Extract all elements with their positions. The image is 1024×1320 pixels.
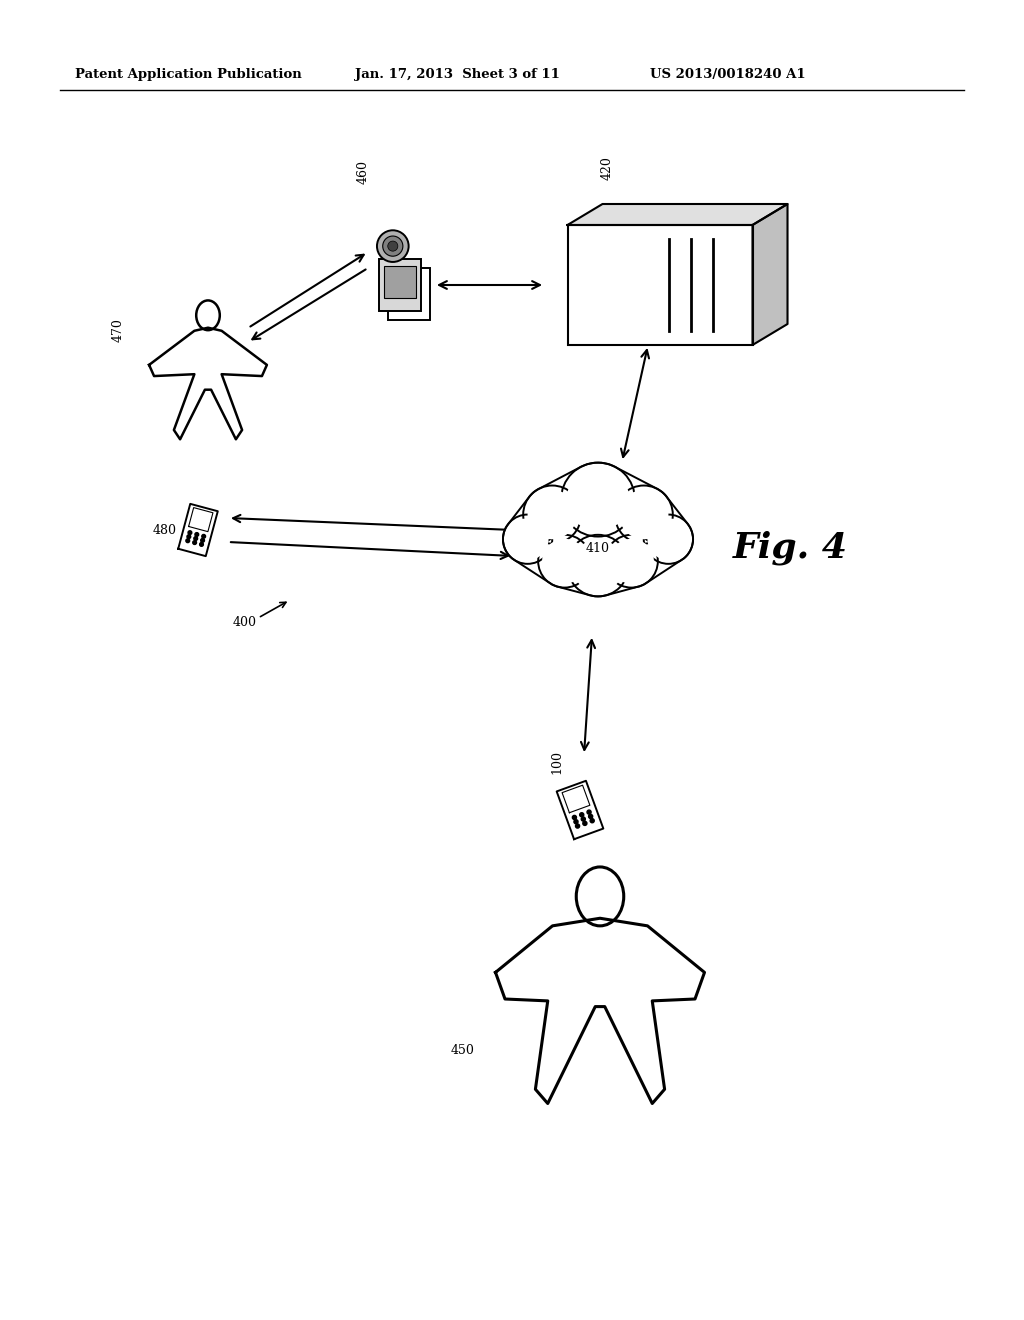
Bar xyxy=(388,268,429,319)
Circle shape xyxy=(388,242,398,251)
Circle shape xyxy=(194,537,198,540)
Circle shape xyxy=(573,820,578,824)
Text: 410: 410 xyxy=(586,541,610,554)
Circle shape xyxy=(589,814,593,818)
Circle shape xyxy=(193,541,197,544)
Circle shape xyxy=(580,813,584,817)
Polygon shape xyxy=(567,205,787,224)
Circle shape xyxy=(561,462,635,536)
Text: 450: 450 xyxy=(451,1044,475,1056)
Bar xyxy=(379,259,421,312)
Circle shape xyxy=(575,824,580,828)
Circle shape xyxy=(647,519,689,560)
Circle shape xyxy=(188,531,191,535)
Text: Patent Application Publication: Patent Application Publication xyxy=(75,69,302,81)
Bar xyxy=(567,224,753,345)
Circle shape xyxy=(583,821,587,825)
Text: Fig. 4: Fig. 4 xyxy=(732,531,848,565)
Circle shape xyxy=(590,818,594,822)
Circle shape xyxy=(566,469,630,531)
Circle shape xyxy=(614,486,673,544)
Circle shape xyxy=(605,535,657,587)
Text: 470: 470 xyxy=(112,318,125,342)
Circle shape xyxy=(527,490,577,540)
Circle shape xyxy=(567,535,629,597)
Polygon shape xyxy=(753,205,787,345)
Circle shape xyxy=(201,539,205,543)
Text: Jan. 17, 2013  Sheet 3 of 11: Jan. 17, 2013 Sheet 3 of 11 xyxy=(355,69,560,81)
Polygon shape xyxy=(503,462,693,597)
Circle shape xyxy=(542,539,587,583)
Circle shape xyxy=(571,540,625,591)
Circle shape xyxy=(609,539,654,583)
Circle shape xyxy=(572,816,577,820)
Circle shape xyxy=(383,236,402,256)
Circle shape xyxy=(200,543,204,546)
Circle shape xyxy=(186,539,189,543)
Bar xyxy=(384,265,417,298)
Circle shape xyxy=(503,515,552,564)
Text: 400: 400 xyxy=(233,615,257,628)
Circle shape xyxy=(507,519,549,560)
Circle shape xyxy=(523,486,582,544)
Text: 100: 100 xyxy=(551,750,563,774)
Circle shape xyxy=(202,535,206,539)
Circle shape xyxy=(644,515,693,564)
Circle shape xyxy=(620,490,669,540)
Text: 420: 420 xyxy=(600,156,613,180)
Circle shape xyxy=(187,535,190,539)
Circle shape xyxy=(377,230,409,261)
Circle shape xyxy=(582,817,586,821)
Circle shape xyxy=(539,535,591,587)
Circle shape xyxy=(195,532,199,536)
Circle shape xyxy=(587,810,591,814)
Text: 480: 480 xyxy=(153,524,177,536)
Text: US 2013/0018240 A1: US 2013/0018240 A1 xyxy=(650,69,806,81)
Text: 460: 460 xyxy=(356,160,370,183)
